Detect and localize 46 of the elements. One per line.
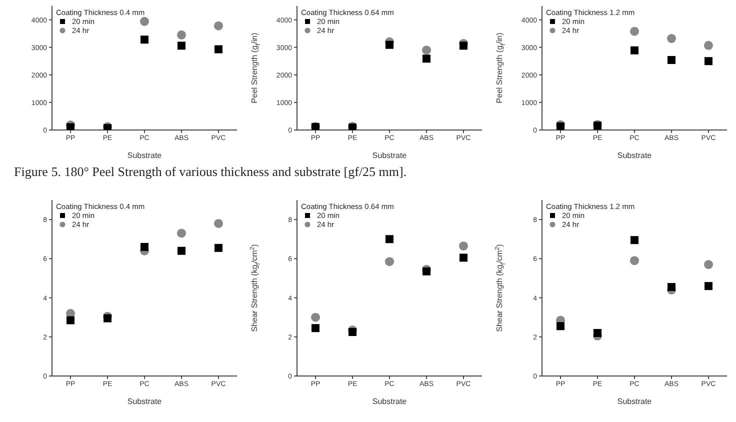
point: [594, 328, 602, 337]
point: [460, 254, 468, 262]
x-axis-title: Substrate: [372, 397, 408, 406]
point: [348, 328, 356, 336]
point: [66, 123, 74, 130]
x-axis-title: Substrate: [617, 397, 652, 406]
point: [704, 57, 712, 66]
point: [460, 42, 468, 50]
point: [458, 241, 468, 250]
point: [312, 324, 320, 332]
point: [704, 40, 714, 50]
point: [66, 316, 74, 324]
point: [666, 34, 676, 44]
point: [668, 56, 676, 64]
point: [176, 30, 186, 40]
point: [384, 257, 394, 266]
point: [178, 42, 186, 50]
point: [214, 21, 224, 30]
point: [386, 40, 394, 49]
point: [556, 322, 564, 330]
point: [176, 228, 186, 238]
x-axis-title: Substrate: [127, 397, 162, 406]
point: [668, 283, 676, 292]
point: [140, 36, 148, 44]
point: [140, 242, 148, 251]
point: [104, 314, 112, 322]
point: [214, 244, 222, 252]
point: [386, 235, 394, 244]
point: [422, 54, 430, 63]
point: [422, 46, 432, 55]
point: [630, 26, 640, 36]
point: [422, 267, 430, 276]
point: [630, 236, 638, 244]
point: [630, 256, 640, 266]
point: [214, 218, 224, 228]
x-axis-title: Substrate: [372, 151, 408, 160]
point: [178, 246, 186, 255]
point: [310, 312, 320, 322]
point: [140, 16, 150, 26]
caption: Figure 5. 180° Peel Strength of various thickness and substrate [gf/25 mm].: [14, 164, 408, 180]
x-axis-title: Substrate: [617, 151, 652, 160]
point: [630, 46, 638, 54]
x-axis-title: Substrate: [127, 151, 162, 160]
point: [704, 260, 714, 270]
point: [704, 282, 712, 290]
point: [214, 45, 222, 54]
